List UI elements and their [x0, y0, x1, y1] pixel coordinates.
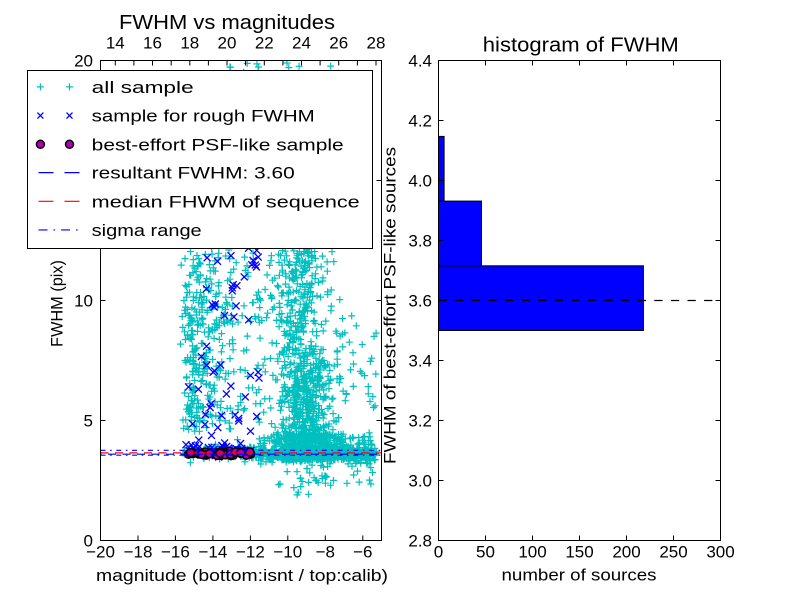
svg-text:2.8: 2.8 — [408, 532, 432, 551]
svg-text:best-effort PSF-like sample: best-effort PSF-like sample — [92, 135, 344, 154]
svg-text:−6: −6 — [353, 543, 372, 562]
svg-text:resultant FWHM: 3.60: resultant FWHM: 3.60 — [92, 164, 295, 183]
svg-text:−14: −14 — [198, 543, 227, 562]
svg-text:20: 20 — [218, 34, 237, 53]
svg-text:250: 250 — [659, 543, 687, 562]
svg-text:28: 28 — [367, 34, 386, 53]
svg-text:−10: −10 — [273, 543, 302, 562]
svg-text:20: 20 — [74, 52, 93, 71]
svg-text:−18: −18 — [124, 543, 153, 562]
svg-text:300: 300 — [706, 543, 734, 562]
svg-text:0: 0 — [434, 543, 443, 562]
svg-text:150: 150 — [565, 543, 593, 562]
svg-text:−12: −12 — [236, 543, 265, 562]
svg-text:3.0: 3.0 — [408, 472, 432, 491]
svg-text:3.8: 3.8 — [408, 232, 432, 251]
svg-text:FWHM vs magnitudes: FWHM vs magnitudes — [119, 12, 335, 34]
svg-text:18: 18 — [180, 34, 199, 53]
svg-text:number of sources: number of sources — [502, 566, 657, 585]
svg-text:200: 200 — [612, 543, 640, 562]
svg-text:3.6: 3.6 — [408, 292, 432, 311]
svg-text:3.2: 3.2 — [408, 412, 432, 431]
svg-text:26: 26 — [329, 34, 348, 53]
svg-text:−8: −8 — [316, 543, 335, 562]
svg-text:10: 10 — [74, 292, 93, 311]
svg-text:−16: −16 — [161, 543, 190, 562]
svg-text:5: 5 — [84, 412, 93, 431]
svg-text:median FHWM of sequence: median FHWM of sequence — [92, 192, 360, 211]
svg-text:all sample: all sample — [92, 78, 194, 97]
svg-text:3.4: 3.4 — [408, 352, 432, 371]
svg-text:sample for rough FWHM: sample for rough FWHM — [92, 107, 315, 126]
svg-text:sigma range: sigma range — [92, 221, 202, 240]
svg-text:24: 24 — [292, 34, 311, 53]
svg-text:50: 50 — [476, 543, 495, 562]
svg-text:FWHM of best-effort PSF-like s: FWHM of best-effort PSF-like sources — [381, 147, 400, 464]
svg-text:4.2: 4.2 — [408, 112, 432, 131]
svg-text:histogram of FWHM: histogram of FWHM — [483, 35, 679, 57]
svg-text:FWHM (pix): FWHM (pix) — [48, 260, 67, 347]
svg-text:magnitude (bottom:isnt / top:c: magnitude (bottom:isnt / top:calib) — [96, 566, 388, 585]
svg-text:4.0: 4.0 — [408, 172, 432, 191]
svg-text:22: 22 — [255, 34, 274, 53]
svg-text:−20: −20 — [86, 543, 115, 562]
svg-text:100: 100 — [518, 543, 546, 562]
svg-text:0: 0 — [84, 532, 93, 551]
svg-text:14: 14 — [106, 34, 125, 53]
svg-text:4.4: 4.4 — [408, 52, 432, 71]
svg-text:16: 16 — [143, 34, 162, 53]
